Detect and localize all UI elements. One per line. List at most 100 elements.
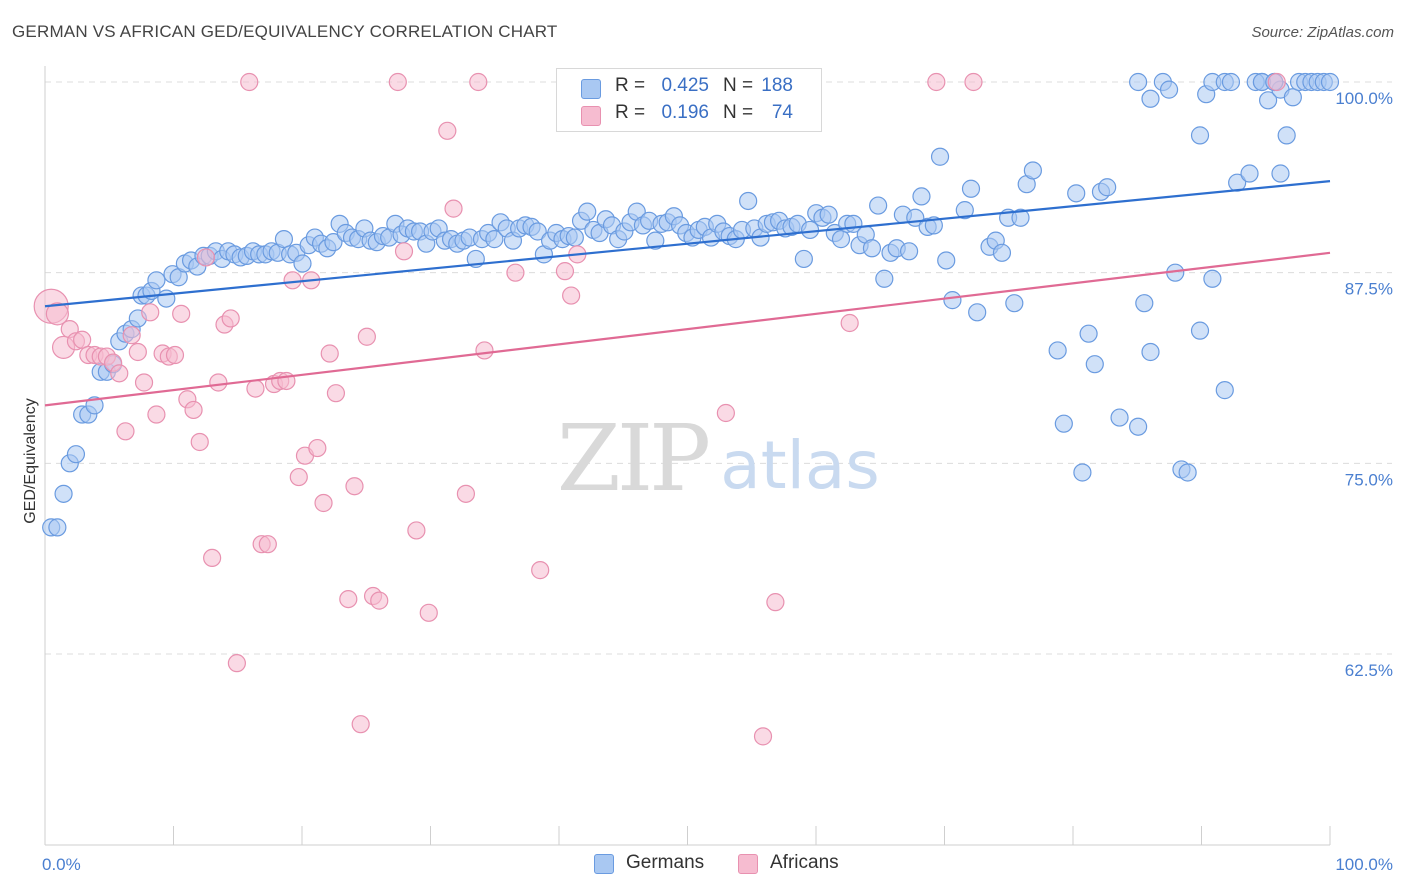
german-point [85,396,104,415]
african-point [308,438,327,458]
x-tick-labels: 0.0% 100.0% [42,855,1393,874]
german-point [1054,414,1073,433]
german-points [42,72,1340,537]
german-point [1159,80,1179,99]
german-point [157,289,176,308]
trendlines [44,180,1331,407]
legend-label-germans: Germans [626,852,705,873]
african-point [45,302,69,326]
african-point [147,405,166,424]
african-point [172,304,191,323]
y-axis-title: GED/Equivalency [22,398,39,523]
african-point [240,72,259,92]
x-tick-label: 0.0% [42,855,81,874]
german-point [54,484,73,503]
german-point [1110,408,1129,427]
german-point [1023,161,1042,180]
n-value: 74 [771,102,793,123]
german-point [274,230,294,249]
german-point [1271,164,1290,183]
watermark-zip: ZIP [557,405,708,512]
african-point [326,384,346,403]
african-point [258,535,277,554]
german-trendline [44,180,1331,308]
african-point [716,403,735,423]
german-point [1190,126,1210,145]
african-point [289,467,308,487]
african-point [320,344,339,363]
german-point [1085,355,1104,374]
german-point [1178,463,1197,482]
correlation-legend: R = 0.425 N = 188 R = 0.196 N = 74 [556,68,822,132]
german-point [528,222,547,241]
african-point [73,330,92,349]
africans-swatch [581,106,601,126]
african-point [246,379,265,398]
german-point [1098,178,1117,197]
german-point [862,239,882,258]
african-point [438,121,457,140]
german-point [578,202,597,221]
y-tick-labels: 100.0% 87.5% 75.0% 62.5% [1335,89,1393,680]
german-point [293,254,312,273]
german-point [937,251,956,270]
german-point [1135,294,1154,313]
african-point [209,373,228,392]
african-point [1267,72,1286,92]
r-value: 0.425 [661,75,709,96]
african-point [351,715,370,734]
german-point [1048,341,1067,360]
chart-title: GERMAN VS AFRICAN GED/EQUIVALENCY CORREL… [12,22,558,41]
german-point [930,147,950,166]
african-point [840,313,859,333]
german-point [1067,184,1086,203]
african-point [122,326,141,345]
n-label: N = [723,102,754,123]
gridlines [45,81,1392,655]
german-point [739,191,758,211]
african-point [562,286,581,305]
african-point [407,521,426,540]
african-point [283,271,302,290]
african-point [456,484,476,503]
african-point [444,199,463,218]
y-tick-label: 87.5% [1345,280,1393,299]
german-point [1190,321,1210,340]
german-point [1320,72,1340,92]
german-point [1240,164,1259,183]
german-point [1141,89,1160,108]
african-point [339,589,358,609]
y-tick-label: 75.0% [1345,470,1393,489]
african-points [33,72,1286,746]
axes [44,66,1331,846]
african-point [766,593,785,612]
german-point [48,518,67,537]
german-point [1073,463,1092,482]
german-point [1215,381,1234,400]
r-label: R = [615,75,646,96]
african-point [221,309,240,328]
african-point [370,591,389,610]
germans-swatch [594,854,614,874]
african-point [314,493,333,513]
africans-swatch [738,854,758,874]
african-point [190,432,209,452]
african-point [203,548,222,568]
watermark: ZIP atlas [557,405,880,512]
german-point [1129,72,1148,92]
r-label: R = [615,102,646,123]
watermark-atlas: atlas [720,427,880,504]
german-point [943,291,962,310]
n-label: N = [723,75,754,96]
german-point [1079,324,1098,343]
african-point [357,327,376,346]
german-point [565,228,584,247]
african-point [110,364,129,383]
african-point [469,72,488,92]
african-point [141,303,160,322]
german-point [1005,294,1024,313]
german-point [869,196,888,215]
african-point [555,262,575,281]
african-point [419,603,438,622]
